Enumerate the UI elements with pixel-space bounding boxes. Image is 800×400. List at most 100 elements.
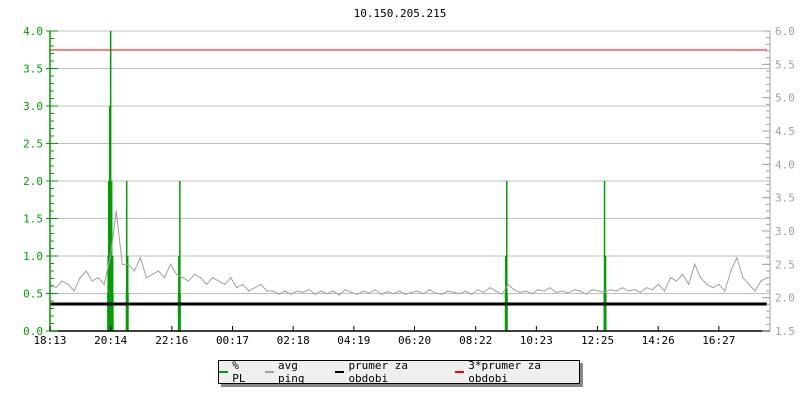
ping-point — [200, 277, 202, 279]
x-tick-label: 14:26 — [642, 334, 675, 347]
ping-point — [206, 283, 208, 285]
pl-bar — [177, 293, 180, 331]
pl-bar — [111, 293, 114, 331]
right-tick-label: 5.5 — [775, 58, 795, 71]
ping-point — [145, 277, 148, 279]
ping-point — [236, 287, 238, 289]
ping-point — [97, 277, 99, 279]
ping-point — [230, 277, 232, 279]
ping-point — [320, 290, 322, 292]
ping-point — [380, 293, 382, 295]
ping-point — [477, 289, 479, 291]
legend-item-3avg: 3*prumer za obdobi — [454, 359, 579, 385]
ping-point — [694, 263, 696, 265]
left-tick-label: 1.0 — [23, 250, 43, 263]
ping-point — [531, 293, 533, 295]
ping-point — [742, 277, 744, 279]
ping-point — [416, 290, 419, 292]
right-tick-label: 4.0 — [775, 158, 795, 171]
legend-label: prumer za obdobi — [348, 359, 409, 385]
ping-point — [224, 283, 226, 285]
left-tick-label: 0.5 — [23, 288, 43, 301]
ping-point — [465, 290, 467, 292]
ping-point — [700, 277, 702, 279]
ping-point — [272, 290, 274, 292]
ping-point — [296, 290, 298, 292]
pl-bar — [505, 293, 508, 331]
ping-point — [615, 290, 617, 292]
x-tick-label: 00:17 — [216, 334, 249, 347]
x-tick-label: 20:14 — [94, 334, 127, 347]
pl-bar — [603, 293, 606, 331]
legend: % PL avg ping prumer za obdobi 3*prumer … — [218, 359, 580, 385]
legend-swatch — [335, 371, 345, 373]
ping-point — [435, 292, 437, 294]
ping-point — [266, 290, 268, 292]
ping-point — [447, 290, 449, 292]
ping-point — [718, 283, 720, 285]
ping-point — [254, 287, 256, 289]
ping-point — [513, 289, 515, 291]
left-tick-label: 3.0 — [23, 100, 43, 113]
ping-point — [676, 280, 678, 282]
pl-bar — [110, 293, 113, 331]
x-tick-label: 08:22 — [459, 334, 492, 347]
ping-point — [121, 263, 123, 265]
left-tick-label: 2.5 — [23, 138, 43, 151]
ping-point — [374, 289, 376, 291]
legend-swatch — [454, 371, 465, 373]
ping-point — [260, 283, 262, 285]
ping-point — [730, 270, 732, 272]
ping-point — [495, 290, 497, 292]
ping-point — [754, 290, 756, 292]
ping-point — [139, 257, 141, 259]
pl-bar — [125, 293, 128, 331]
ping-point — [356, 293, 358, 295]
ping-point — [591, 289, 593, 291]
ping-point — [724, 290, 726, 292]
right-tick-label: 6.0 — [775, 25, 795, 38]
ping-point — [302, 291, 304, 293]
ping-point — [79, 277, 81, 279]
ping-point — [736, 257, 738, 259]
ping-point — [645, 287, 648, 289]
ping-point — [314, 293, 316, 295]
ping-point — [621, 287, 623, 289]
axes: 0.0 0.5 1.0 1.5 2.0 2.5 3.0 3.5 4.0 1.5 2.0 2.5 3.0 3… — [23, 25, 795, 347]
ping-point — [410, 291, 413, 293]
ping-point — [103, 283, 105, 285]
ping-point — [663, 290, 666, 292]
pl-bar — [126, 293, 129, 331]
ping-point — [555, 291, 557, 293]
ping-point — [567, 292, 569, 294]
legend-item-avg: prumer za obdobi — [335, 359, 447, 385]
ping-point — [453, 291, 455, 293]
left-tick-label: 3.5 — [23, 63, 43, 76]
ping-point — [73, 290, 75, 292]
ping-point — [85, 270, 87, 272]
ping-point — [682, 273, 684, 275]
pl-bar — [109, 293, 112, 331]
ping-point — [549, 287, 551, 289]
ping-point — [519, 291, 521, 293]
ping-point — [639, 291, 642, 293]
ping-point — [212, 277, 214, 279]
ping-point — [181, 277, 184, 279]
ping-point — [525, 290, 527, 292]
ping-point — [688, 283, 690, 285]
ping-point — [459, 293, 461, 295]
ping-point — [657, 283, 660, 285]
left-tick-label: 4.0 — [23, 25, 43, 38]
ping-point — [404, 293, 407, 295]
left-tick-label: 0.0 — [23, 325, 43, 338]
ping-point — [362, 290, 364, 292]
ping-point — [597, 290, 599, 292]
ping-point — [507, 283, 509, 285]
ping-point — [344, 289, 346, 291]
ping-point — [441, 293, 443, 295]
ping-point — [338, 294, 340, 296]
avg-ping-line — [49, 210, 768, 296]
chart-title: 10.150.205.215 — [354, 7, 447, 20]
ping-point — [483, 291, 485, 293]
ping-point — [332, 290, 334, 292]
